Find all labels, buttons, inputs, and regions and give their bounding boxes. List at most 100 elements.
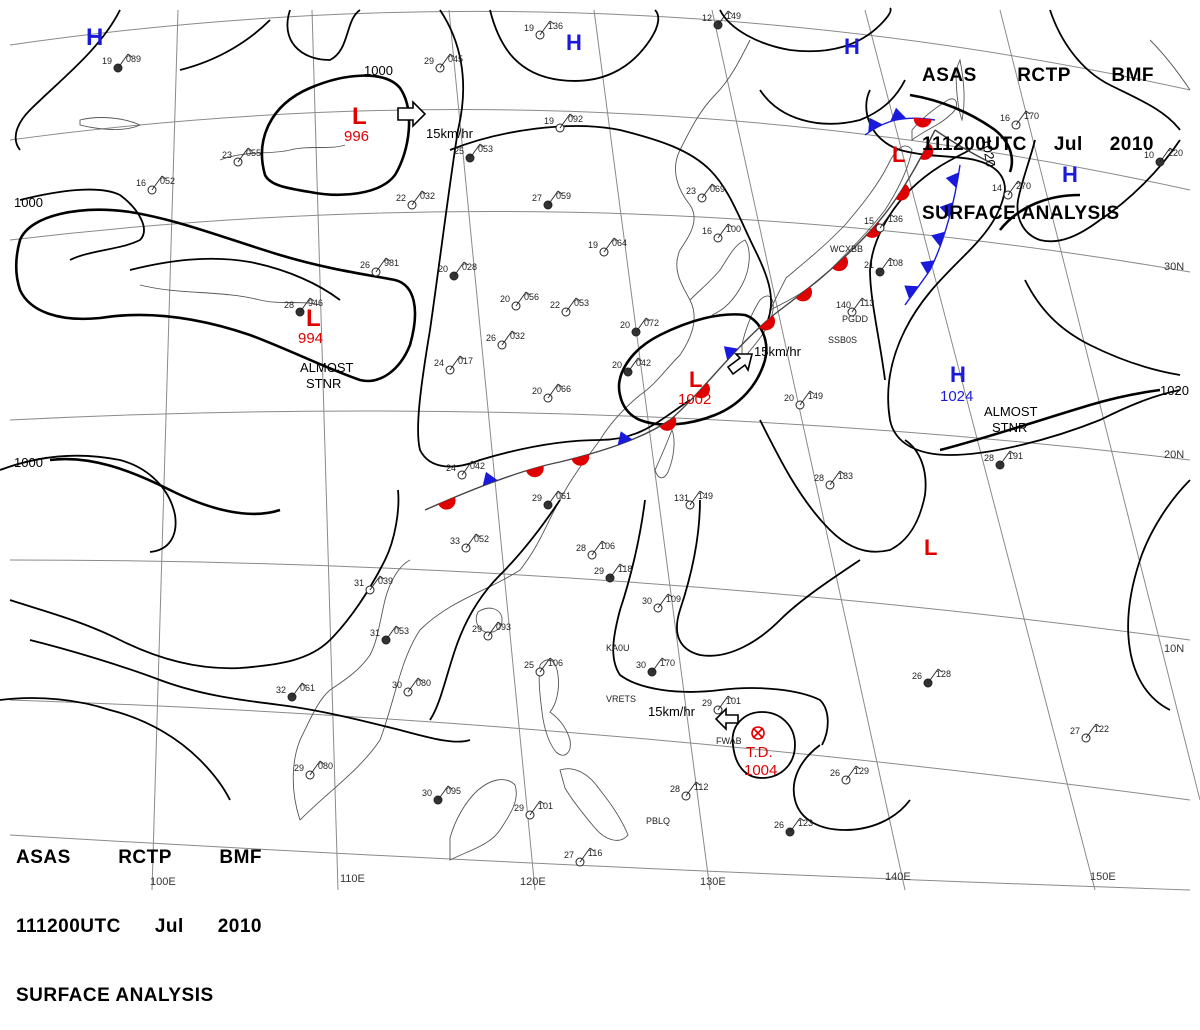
station-temp: 15 [864, 216, 874, 226]
station-temp: 24 [446, 463, 456, 473]
japan-hokkaido [911, 98, 957, 141]
isobar-label: 1000 [14, 195, 43, 210]
warm-front-symbol [659, 416, 677, 431]
station-pressure: 072 [644, 318, 659, 328]
cold-front-symbol [920, 260, 935, 275]
station-plot: 19 092 [544, 113, 583, 133]
station-temp: 26 [360, 260, 370, 270]
isobar-1000-west [49, 457, 281, 516]
wind-barb [1007, 180, 1023, 196]
parallel [9, 410, 1191, 461]
high-center: H [566, 30, 582, 55]
motion-label: 15km/hr [754, 344, 802, 359]
isobar [179, 19, 271, 71]
longitude-label: 110E [340, 873, 365, 885]
wind-barb [579, 847, 595, 863]
wind-barb [657, 593, 673, 609]
isobar [865, 89, 1006, 191]
station-plot: 14 270 [992, 180, 1031, 200]
wind-barb [999, 450, 1015, 466]
isobar-1020-east [939, 388, 1161, 452]
wind-barb [845, 765, 861, 781]
station-plot: 19 136 [524, 20, 563, 40]
station-plots: 19 089 29 045 19 136 12 149 23 055 19 092 25 053 16 052… [102, 10, 1183, 867]
station-plot: 31 039 [354, 575, 393, 595]
station-plot: 20 028 [438, 261, 477, 281]
inland-river-2 [139, 284, 321, 306]
high-center: H [86, 24, 103, 51]
isobar-label: 1020 [1160, 383, 1189, 398]
wind-barb [439, 53, 455, 69]
isobar-h-east [998, 193, 1081, 231]
station-temp: 20 [620, 320, 630, 330]
station-plot: 28 183 [814, 470, 853, 490]
indochina [292, 559, 411, 821]
header-agency: ASAS [922, 65, 977, 86]
longitude-label: 100E [150, 876, 176, 888]
station-pressure: 032 [420, 191, 435, 201]
station-plot: 131 149 [674, 490, 713, 510]
low-center-value: 996 [344, 128, 369, 145]
station-temp: 27 [564, 850, 574, 860]
isobar [759, 419, 927, 553]
wind-barb [299, 297, 315, 313]
isobar [1127, 479, 1191, 711]
station-temp: 22 [396, 193, 406, 203]
station-pressure: 042 [470, 461, 485, 471]
wind-barb [799, 390, 815, 406]
station-temp: 131 [674, 493, 689, 503]
low-center: L [689, 367, 702, 392]
wind-barb [547, 490, 563, 506]
station-pressure: 053 [574, 298, 589, 308]
tropical-depression-label: T.D. [746, 744, 773, 761]
header-station: RCTP [1017, 65, 1071, 86]
warm-front-symbol [920, 142, 934, 160]
parallel [9, 559, 1191, 641]
station-pressure: 039 [378, 576, 393, 586]
station-plot: 27 059 [532, 190, 571, 210]
station-pressure: 946 [308, 298, 323, 308]
isobar-label: 1020 [979, 137, 999, 168]
station-pressure: 128 [936, 669, 951, 679]
high-center-value: 1024 [940, 388, 973, 405]
station-plot: 33 052 [450, 533, 489, 553]
low-center: L [924, 535, 937, 560]
station-temp: 32 [276, 685, 286, 695]
station-plot: 20 066 [532, 383, 571, 403]
station-temp: 20 [532, 386, 542, 396]
stationary-note: STNR [992, 420, 1027, 435]
station-temp: 27 [532, 193, 542, 203]
station-pressure: 080 [318, 761, 333, 771]
station-plot: 24 042 [446, 460, 485, 480]
station-pressure: 093 [496, 622, 511, 632]
station-pressure: 981 [384, 258, 399, 268]
stationary-note: STNR [306, 376, 341, 391]
isobar [429, 499, 561, 721]
warm-front-symbol [571, 454, 590, 466]
station-temp: 26 [830, 768, 840, 778]
wind-barb [635, 317, 651, 333]
wind-barb [717, 223, 733, 239]
station-plot: 26 032 [486, 330, 525, 350]
station-plot: 29 093 [472, 621, 511, 641]
isobar [129, 257, 341, 301]
station-plot: 29 101 [514, 800, 553, 820]
parallel [9, 10, 1191, 91]
station-pressure: 129 [854, 766, 869, 776]
station-pressure: 059 [556, 191, 571, 201]
station-pressure: 170 [660, 658, 675, 668]
graticule [9, 9, 1200, 891]
luzon [538, 659, 571, 756]
station-plot: 20 149 [784, 390, 823, 410]
station-pressure: 064 [612, 238, 627, 248]
isobar-low-1002 [617, 313, 768, 426]
wind-barb [547, 190, 563, 206]
station-pressure: 116 [588, 848, 602, 858]
station-pressure: 032 [510, 331, 525, 341]
station-pressure: 108 [888, 258, 903, 268]
station-pressure: 183 [838, 471, 853, 481]
isobar [719, 7, 892, 53]
station-temp: 29 [594, 566, 604, 576]
isobar [0, 454, 177, 553]
wind-barb [559, 113, 575, 129]
